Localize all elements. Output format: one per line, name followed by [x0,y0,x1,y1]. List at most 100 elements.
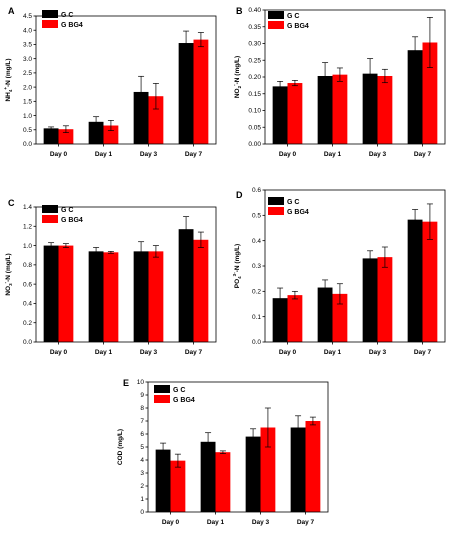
bar-g-c-0 [272,86,288,144]
bar-g-c-0 [43,128,59,144]
y-tick-label: 3.0 [23,56,32,63]
x-tick-label: Day 7 [185,151,203,158]
legend-label: G BG4 [173,397,195,404]
y-axis-label: PO43--N (mg/L) [232,244,242,288]
legend-swatch [42,205,58,213]
bar-g-c-0 [43,245,59,342]
bar-g-c-1 [88,121,104,144]
y-tick-label: 5 [140,444,144,451]
y-tick-label: 0.15 [248,91,261,98]
y-tick-label: 1 [140,496,144,503]
x-tick-label: Day 0 [50,349,68,356]
bar-g-bg4-1 [103,252,119,342]
bar-g-c-3 [290,427,306,512]
y-tick-label: 6 [140,431,144,438]
y-tick-label: 10 [137,379,145,386]
y-tick-label: 0.5 [252,213,261,220]
bar-g-c-1 [317,287,333,342]
y-tick-label: 7 [140,418,144,425]
x-tick-label: Day 0 [279,151,297,158]
y-tick-label: 0.10 [248,108,261,115]
bar-g-bg4-2 [377,75,393,144]
y-tick-label: 0.4 [23,301,32,308]
legend-label: G C [61,207,73,214]
bar-g-bg4-3 [422,221,438,342]
x-tick-label: Day 3 [140,151,158,158]
legend-label: G BG4 [287,209,309,216]
y-tick-label: 0.6 [23,281,32,288]
y-tick-label: 4.5 [23,13,32,20]
y-tick-label: 4 [140,457,144,464]
legend-swatch [42,20,58,28]
x-tick-label: Day 0 [279,349,297,356]
legend-swatch [154,385,170,393]
legend-swatch [268,11,284,19]
bar-g-c-2 [362,73,378,144]
bar-g-c-2 [133,91,149,144]
y-tick-label: 1.0 [23,113,32,120]
bar-g-bg4-3 [305,421,321,512]
y-tick-label: 0.8 [23,262,32,269]
bar-g-c-3 [407,50,423,145]
y-tick-label: 0.2 [23,320,32,327]
panel-b: B 0.00 0.05 0.10 0.15 0.20 0.25 0.30 0.35 0.40 Day… [232,6,446,158]
y-tick-label: 1.5 [23,99,32,106]
x-tick-label: Day 0 [50,151,68,158]
plot-frame [35,206,217,343]
bar-g-bg4-1 [103,125,119,144]
x-tick-label: Day 1 [324,151,342,158]
panel-d: D 0.0 0.1 0.2 0.3 0.4 0.5 0.6 Day 0 Day 1 Day 3 Day… [232,187,446,356]
x-tick-label: Day 7 [414,151,432,158]
panel-letter: A [8,6,15,16]
x-tick-label: Day 7 [185,349,203,356]
y-tick-label: 0.30 [248,41,261,48]
bar-g-bg4-0 [170,460,186,512]
x-tick-label: Day 1 [324,349,342,356]
y-axis-label: COD (mg/L) [117,429,124,465]
y-tick-label: 4.0 [23,27,32,34]
legend-label: G C [173,387,185,394]
bar-g-bg4-0 [58,129,74,144]
legend-swatch [42,215,58,223]
x-tick-label: Day 1 [95,349,113,356]
x-tick-label: Day 3 [252,519,270,526]
plot-frame [35,15,217,145]
panel-letter: D [236,190,243,200]
x-tick-label: Day 3 [140,349,158,356]
panel-e: E 0 1 2 3 4 5 6 7 8 9 10 Day 0 Day 1 Day 3 Day 7 COD (mg… [117,378,329,526]
bar-g-c-2 [133,251,149,342]
legend-swatch [42,10,58,18]
y-tick-label: 2 [140,483,144,490]
y-tick-label: 0 [140,509,144,516]
legend-swatch [268,207,284,215]
y-tick-label: 3.5 [23,42,32,49]
bar-g-bg4-3 [422,42,438,145]
panel-letter: C [8,198,15,208]
legend-label: G C [287,199,299,206]
bar-g-c-0 [155,449,171,512]
legend-swatch [268,21,284,29]
y-tick-label: 0.1 [252,314,261,321]
x-tick-label: Day 1 [95,151,113,158]
bar-g-bg4-0 [58,245,74,342]
y-tick-label: 0.35 [248,24,261,31]
y-tick-label: 0.0 [23,141,32,148]
x-tick-label: Day 0 [162,519,180,526]
bar-g-bg4-1 [332,74,348,144]
bar-g-bg4-2 [148,96,164,144]
bar-g-bg4-3 [193,239,209,342]
bar-g-bg4-3 [193,39,209,145]
y-tick-label: 2.0 [23,84,32,91]
y-tick-label: 3 [140,470,144,477]
y-tick-label: 1.0 [23,243,32,250]
panel-c: C 0.0 0.2 0.4 0.6 0.8 1.0 1.2 1.4 Day 0 Day 1 Day 3… [3,198,217,356]
bar-g-c-3 [178,229,194,342]
y-tick-label: 0.5 [23,127,32,134]
y-tick-label: 0.20 [248,74,261,81]
x-tick-label: Day 7 [414,349,432,356]
y-axis-label: NO2--N (mg/L) [232,56,242,98]
bar-g-c-2 [245,436,261,512]
bar-g-c-1 [88,251,104,342]
y-tick-label: 0.0 [252,339,261,346]
